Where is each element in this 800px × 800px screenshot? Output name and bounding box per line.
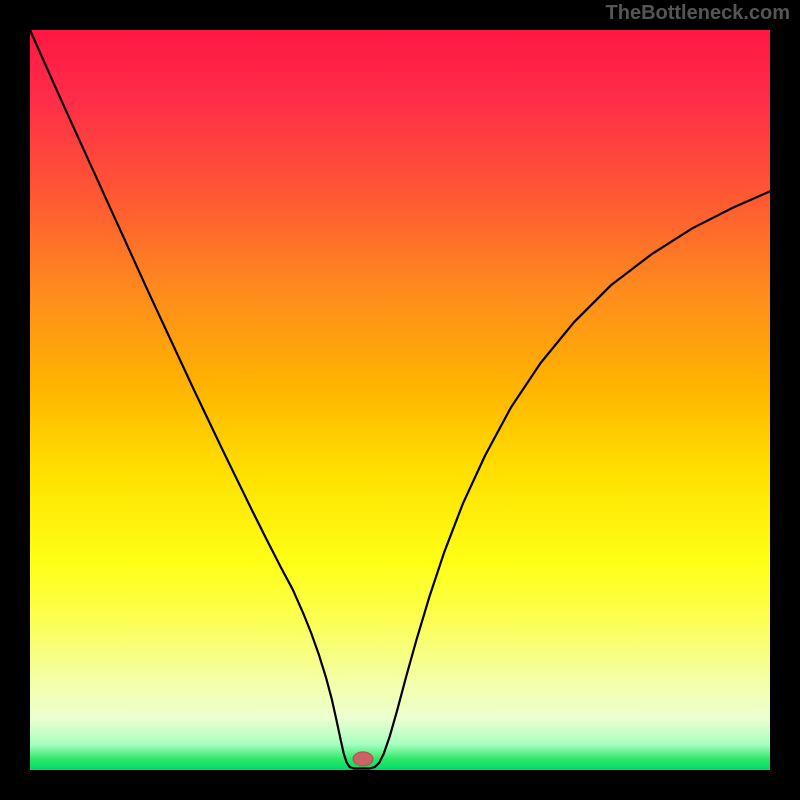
watermark-text: TheBottleneck.com	[606, 2, 790, 25]
plot-area	[30, 30, 770, 770]
optimal-point-marker	[353, 752, 373, 766]
bottleneck-curve	[30, 30, 770, 769]
bottleneck-chart: TheBottleneck.com	[0, 0, 800, 800]
curve-layer	[30, 30, 770, 770]
